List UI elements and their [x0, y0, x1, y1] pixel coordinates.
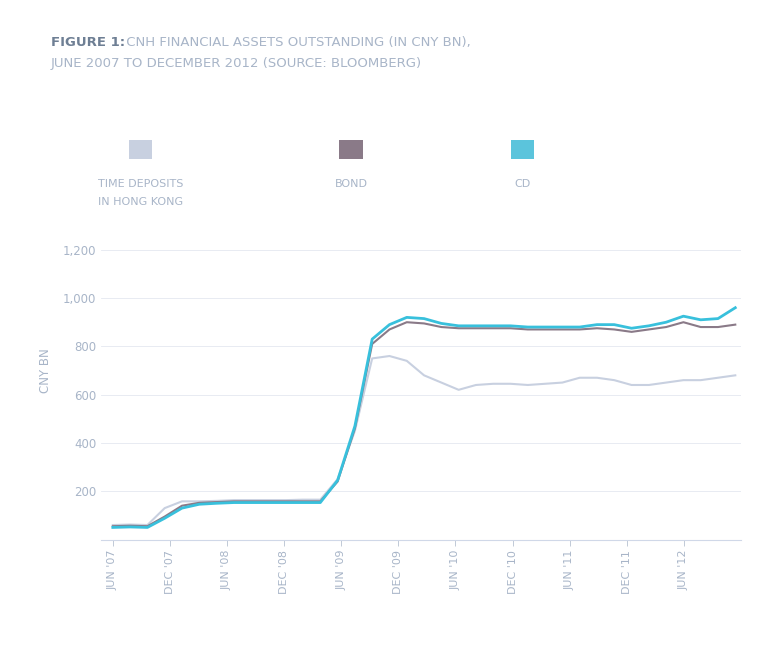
Text: BOND: BOND	[335, 179, 367, 188]
Text: IN HONG KONG: IN HONG KONG	[98, 197, 183, 207]
Text: JUNE 2007 TO DECEMBER 2012 (SOURCE: BLOOMBERG): JUNE 2007 TO DECEMBER 2012 (SOURCE: BLOO…	[51, 57, 422, 70]
Text: CNH FINANCIAL ASSETS OUTSTANDING (IN CNY BN),: CNH FINANCIAL ASSETS OUTSTANDING (IN CNY…	[122, 36, 471, 49]
Y-axis label: CNY BN: CNY BN	[39, 348, 52, 393]
Text: TIME DEPOSITS: TIME DEPOSITS	[98, 179, 183, 188]
Text: FIGURE 1:: FIGURE 1:	[51, 36, 125, 49]
Text: CD: CD	[515, 179, 530, 188]
